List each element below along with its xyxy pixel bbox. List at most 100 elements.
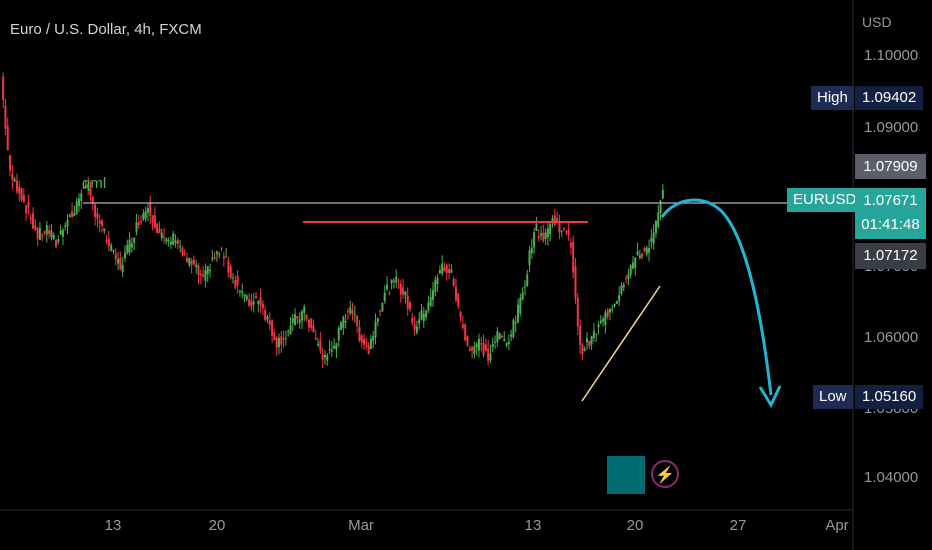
candle-body[interactable]	[264, 310, 267, 320]
candle-body[interactable]	[441, 263, 444, 274]
candle-body[interactable]	[457, 293, 460, 306]
candle-body[interactable]	[346, 311, 349, 313]
candle-body[interactable]	[105, 240, 108, 242]
candle-body[interactable]	[64, 225, 67, 228]
candle-body[interactable]	[620, 285, 623, 294]
candle-body[interactable]	[556, 217, 559, 223]
candle-body[interactable]	[252, 301, 255, 305]
candle-body[interactable]	[487, 348, 490, 362]
candle-body[interactable]	[41, 234, 44, 236]
candle-body[interactable]	[89, 188, 92, 196]
candle-body[interactable]	[420, 310, 423, 320]
candle-body[interactable]	[248, 299, 251, 306]
candle-body[interactable]	[438, 270, 441, 274]
candle-body[interactable]	[595, 333, 598, 335]
candle-body[interactable]	[13, 179, 16, 182]
candle-body[interactable]	[576, 298, 579, 327]
candle-body[interactable]	[597, 324, 600, 328]
candle-body[interactable]	[57, 239, 60, 243]
candle-body[interactable]	[284, 338, 287, 340]
candle-body[interactable]	[114, 253, 117, 260]
candle-body[interactable]	[146, 208, 149, 213]
candle-body[interactable]	[514, 322, 517, 324]
candle-body[interactable]	[574, 266, 577, 299]
candle-body[interactable]	[130, 243, 133, 248]
candle-body[interactable]	[590, 336, 593, 345]
candle-body[interactable]	[277, 337, 280, 348]
candle-body[interactable]	[535, 224, 538, 231]
candle-body[interactable]	[232, 277, 235, 279]
candle-body[interactable]	[585, 338, 588, 343]
candle-body[interactable]	[20, 188, 23, 201]
candle-body[interactable]	[604, 312, 607, 326]
candle-body[interactable]	[323, 355, 326, 358]
candle-body[interactable]	[94, 204, 97, 218]
candle-body[interactable]	[271, 320, 274, 336]
candle-body[interactable]	[153, 215, 156, 228]
candle-body[interactable]	[73, 213, 76, 216]
candle-body[interactable]	[480, 343, 483, 345]
candle-body[interactable]	[117, 259, 120, 264]
candle-body[interactable]	[560, 230, 563, 232]
candle-body[interactable]	[294, 314, 297, 325]
candle-body[interactable]	[546, 228, 549, 238]
candle-body[interactable]	[622, 284, 625, 288]
candle-body[interactable]	[204, 269, 207, 282]
candle-body[interactable]	[68, 215, 71, 217]
candle-body[interactable]	[291, 318, 294, 323]
candle-body[interactable]	[98, 220, 101, 224]
candle-body[interactable]	[473, 346, 476, 354]
candle-body[interactable]	[402, 287, 405, 295]
candle-body[interactable]	[588, 341, 591, 347]
candle-body[interactable]	[176, 239, 179, 245]
candle-body[interactable]	[186, 258, 189, 262]
candle-body[interactable]	[608, 309, 611, 313]
candle-body[interactable]	[349, 307, 352, 314]
candle-body[interactable]	[661, 189, 664, 199]
candle-body[interactable]	[300, 311, 303, 321]
candle-body[interactable]	[376, 318, 379, 323]
candle-body[interactable]	[395, 276, 398, 283]
candle-body[interactable]	[340, 322, 343, 330]
candle-body[interactable]	[25, 205, 28, 213]
candle-body[interactable]	[558, 222, 561, 233]
candle-body[interactable]	[160, 232, 163, 239]
candle-body[interactable]	[225, 256, 228, 258]
candle-body[interactable]	[149, 201, 152, 216]
candle-body[interactable]	[363, 338, 366, 345]
candle-body[interactable]	[183, 252, 186, 254]
candle-body[interactable]	[206, 266, 209, 275]
candle-body[interactable]	[409, 302, 412, 310]
candle-body[interactable]	[165, 238, 168, 242]
candle-body[interactable]	[383, 292, 386, 302]
candle-body[interactable]	[82, 187, 85, 189]
candle-body[interactable]	[254, 295, 257, 298]
candle-body[interactable]	[27, 202, 30, 208]
candle-body[interactable]	[78, 198, 81, 207]
candle-body[interactable]	[533, 232, 536, 248]
candle-body[interactable]	[119, 257, 122, 270]
candle-body[interactable]	[542, 232, 545, 241]
candle-body[interactable]	[648, 248, 651, 253]
candle-body[interactable]	[202, 274, 205, 277]
candle-body[interactable]	[34, 225, 37, 230]
candle-body[interactable]	[61, 229, 64, 237]
candle-body[interactable]	[431, 290, 434, 300]
candle-body[interactable]	[107, 238, 110, 247]
candle-body[interactable]	[163, 236, 166, 238]
candle-body[interactable]	[319, 340, 322, 351]
candle-body[interactable]	[563, 228, 566, 230]
candle-body[interactable]	[386, 284, 389, 290]
candle-body[interactable]	[406, 295, 409, 309]
candle-body[interactable]	[307, 319, 310, 328]
candle-body[interactable]	[15, 180, 18, 192]
candle-body[interactable]	[96, 213, 99, 219]
candle-body[interactable]	[528, 250, 531, 266]
candle-body[interactable]	[91, 196, 94, 204]
candle-body[interactable]	[606, 309, 609, 317]
candle-body[interactable]	[142, 213, 145, 220]
candle-body[interactable]	[241, 291, 244, 294]
candle-body[interactable]	[298, 319, 301, 323]
candle-body[interactable]	[367, 345, 370, 354]
candle-body[interactable]	[32, 213, 35, 229]
